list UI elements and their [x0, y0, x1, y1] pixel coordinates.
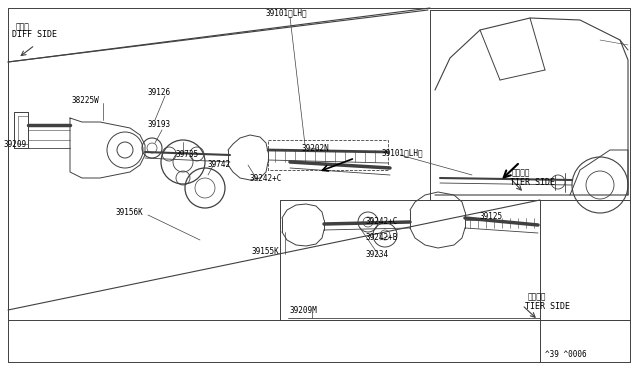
- Text: 39242+C: 39242+C: [250, 174, 282, 183]
- Text: 39209: 39209: [4, 140, 27, 149]
- Text: TIER SIDE: TIER SIDE: [510, 178, 555, 187]
- Text: 39735: 39735: [175, 150, 198, 159]
- Text: 39101（LH）: 39101（LH）: [265, 8, 307, 17]
- Text: 39209M: 39209M: [290, 306, 317, 315]
- Text: 39242+B: 39242+B: [365, 233, 397, 242]
- Text: 39193: 39193: [148, 120, 171, 129]
- Text: 39101（LH）: 39101（LH）: [382, 148, 424, 157]
- Text: 39126: 39126: [148, 88, 171, 97]
- Text: 39156K: 39156K: [116, 208, 144, 217]
- Text: タイヤ側: タイヤ側: [512, 168, 531, 177]
- Text: 39742: 39742: [208, 160, 231, 169]
- Text: TIER SIDE: TIER SIDE: [525, 302, 570, 311]
- Text: 38225W: 38225W: [72, 96, 100, 105]
- Text: 39234: 39234: [365, 250, 388, 259]
- Text: タイヤ側: タイヤ側: [528, 292, 547, 301]
- Text: 39125: 39125: [480, 212, 503, 221]
- Text: 39155K: 39155K: [252, 247, 280, 256]
- Text: ^39 ^0006: ^39 ^0006: [545, 350, 587, 359]
- Text: 39202N: 39202N: [302, 144, 330, 153]
- Bar: [268, 140, 388, 170]
- Text: 39242+C: 39242+C: [365, 217, 397, 226]
- Text: デフ側: デフ側: [16, 22, 30, 31]
- Text: DIFF SIDE: DIFF SIDE: [12, 30, 57, 39]
